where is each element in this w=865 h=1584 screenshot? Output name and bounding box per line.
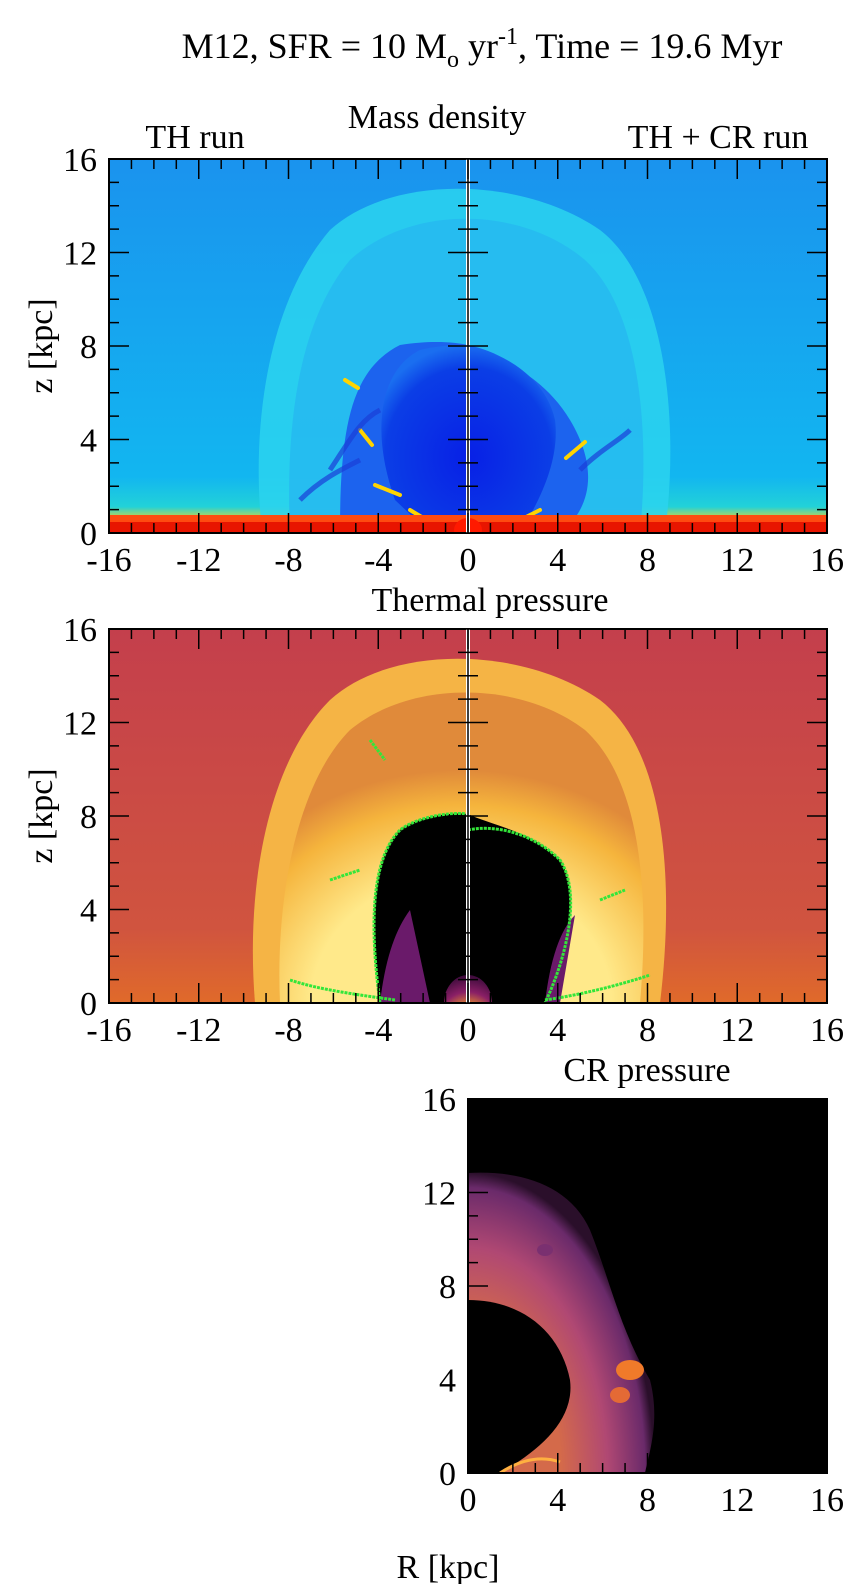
x-tick-label: 8	[639, 1012, 656, 1049]
x-tick-label: 8	[639, 1482, 656, 1519]
y-tick-label: 4	[439, 1363, 456, 1400]
x-tick-label: -16	[86, 1012, 131, 1049]
thermal-pressure-title: Thermal pressure	[372, 582, 609, 619]
y-tick-label: 8	[80, 329, 97, 366]
x-tick-label: -8	[274, 1012, 302, 1049]
y-tick-label: 12	[422, 1176, 456, 1213]
x-tick-label: 4	[549, 1012, 566, 1049]
y-tick-label: 16	[422, 1082, 456, 1119]
y-tick-label: 0	[439, 1456, 456, 1493]
x-tick-label: 0	[460, 542, 477, 579]
x-tick-label: -12	[176, 542, 221, 579]
mass-density-title: Mass density	[348, 99, 527, 136]
y-tick-label: 0	[80, 986, 97, 1023]
x-tick-label: 16	[810, 542, 844, 579]
y-tick-label: 12	[63, 236, 97, 273]
y-tick-label: 0	[80, 516, 97, 553]
x-tick-label: -4	[364, 1012, 392, 1049]
y-tick-label: 16	[63, 612, 97, 649]
y-tick-label: 8	[439, 1269, 456, 1306]
y-tick-label: 4	[80, 893, 97, 930]
x-tick-label: -16	[86, 542, 131, 579]
x-tick-label: 16	[810, 1012, 844, 1049]
y-axis-label: z [kpc]	[23, 298, 60, 393]
x-tick-label: 8	[639, 542, 656, 579]
cr-pressure-panel: CR pressure	[468, 1052, 827, 1473]
x-tick-label: 12	[720, 542, 754, 579]
x-tick-label: 12	[720, 1482, 754, 1519]
y-tick-label: 8	[80, 799, 97, 836]
cr-pressure-map	[468, 1099, 827, 1473]
x-tick-label: 0	[460, 1012, 477, 1049]
right-run-label: TH + CR run	[628, 119, 809, 156]
cr-pressure-title: CR pressure	[563, 1052, 730, 1089]
x-axis-label: R [kpc]	[397, 1549, 500, 1584]
x-tick-label: 4	[549, 542, 566, 579]
x-tick-label: 4	[549, 1482, 566, 1519]
x-tick-label: -12	[176, 1012, 221, 1049]
x-tick-label: 0	[460, 1482, 477, 1519]
x-tick-label: -8	[274, 542, 302, 579]
y-axis-label: z [kpc]	[23, 768, 60, 863]
x-tick-label: 16	[810, 1482, 844, 1519]
y-tick-label: 16	[63, 142, 97, 179]
figure-title: M12, SFR = 10 Mo yr-1, Time = 19.6 Myr	[182, 24, 783, 73]
y-tick-label: 4	[80, 423, 97, 460]
left-run-label: TH run	[145, 119, 244, 156]
y-tick-label: 12	[63, 706, 97, 743]
x-tick-label: 12	[720, 1012, 754, 1049]
x-tick-label: -4	[364, 542, 392, 579]
